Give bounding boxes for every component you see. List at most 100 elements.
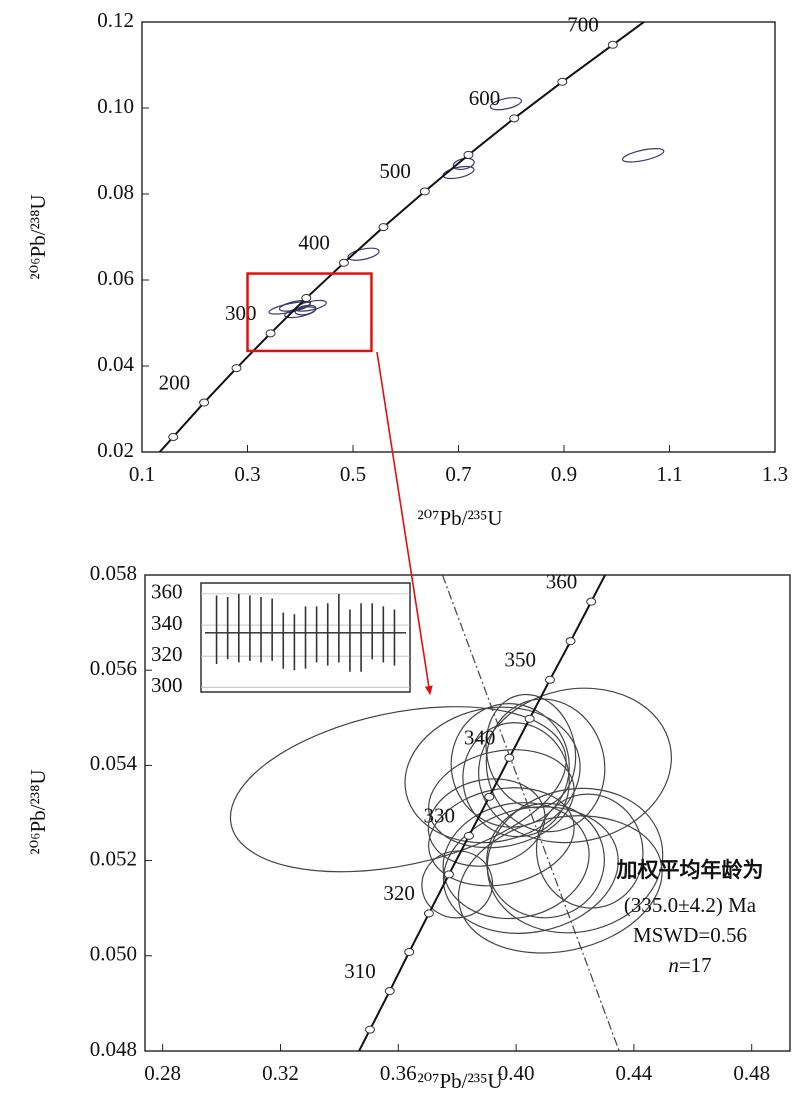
age-marker [423, 909, 434, 918]
y-tick-label: 0.02 [97, 438, 134, 462]
age-label: 330 [423, 804, 455, 828]
error-ellipse [404, 706, 581, 844]
y-tick-label: 0.058 [90, 561, 137, 585]
age-label: 200 [159, 370, 191, 394]
age-marker [509, 114, 520, 123]
age-marker [484, 792, 495, 801]
x-axis-label: ²⁰⁷Pb/²³⁵U [417, 506, 502, 530]
age-marker [231, 364, 242, 373]
error-ellipse [462, 722, 570, 838]
annotation-title: 加权平均年龄为 [616, 858, 764, 882]
n-symbol: n [668, 953, 679, 977]
age-marker [384, 987, 395, 996]
x-tick-label: 0.1 [129, 462, 155, 486]
x-tick-label: 0.9 [551, 462, 577, 486]
n-value: =17 [679, 953, 712, 977]
age-marker [524, 714, 535, 723]
error-ellipse [478, 687, 672, 844]
age-label: 350 [504, 648, 536, 672]
annotation-age: (335.0±4.2) Ma [624, 893, 757, 917]
error-ellipse [457, 815, 663, 954]
error-ellipse [428, 749, 575, 849]
age-marker [378, 223, 389, 232]
error-ellipse [427, 778, 546, 867]
x-tick-label: 0.44 [616, 1061, 653, 1085]
age-label: 340 [464, 726, 496, 750]
error-ellipse [428, 787, 575, 887]
age-marker [301, 294, 312, 303]
inset-plot: 300 320 340 360 [151, 580, 411, 697]
y-tick-label: 320 [151, 642, 183, 666]
age-marker [419, 187, 430, 196]
age-label: 500 [379, 159, 411, 183]
plot-area [229, 575, 672, 1051]
y-tick-label: 0.050 [90, 942, 137, 966]
age-label: 320 [383, 881, 415, 905]
age-marker [443, 870, 454, 879]
x-tick-label: 0.40 [498, 1061, 535, 1085]
age-marker [265, 329, 276, 338]
x-tick-label: 0.48 [733, 1061, 770, 1085]
age-label: 360 [546, 569, 578, 593]
plot-frame [141, 21, 776, 453]
age-marker [607, 40, 618, 49]
error-ellipse [486, 787, 664, 934]
y-tick-label: 0.06 [97, 266, 134, 290]
error-ellipse [421, 850, 494, 919]
y-tick-label: 0.08 [97, 180, 134, 204]
error-ellipse [621, 148, 665, 163]
x-tick-label: 0.32 [262, 1061, 299, 1085]
y-tick-label: 300 [151, 673, 183, 697]
age-label: 700 [567, 13, 599, 37]
age-marker [168, 432, 179, 441]
x-tick-label: 0.36 [380, 1061, 417, 1085]
age-marker [557, 77, 568, 86]
x-tick-label: 1.3 [762, 462, 788, 486]
y-tick-label: 0.10 [97, 94, 134, 118]
error-ellipse [489, 97, 523, 111]
x-tick-label: 0.5 [340, 462, 366, 486]
y-tick-label: 0.12 [97, 8, 134, 32]
concordia-curve [357, 575, 607, 1051]
age-marker [463, 831, 474, 840]
age-marker [565, 637, 576, 646]
annotation-n: n=17 [668, 953, 711, 977]
x-axis-label: ²⁰⁷Pb/²³⁵U [417, 1069, 502, 1093]
age-label: 300 [225, 301, 257, 325]
zoom-arrow [376, 351, 433, 695]
overview-plot: 0.1 0.3 0.5 0.7 0.9 1.1 1.3 0.02 0.04 0.06 0.08 0.1… [26, 8, 788, 530]
age-marker [504, 753, 515, 762]
reference-line [441, 575, 620, 1051]
y-tick-label: 0.048 [90, 1037, 137, 1061]
age-marker [338, 258, 349, 267]
x-tick-label: 0.7 [445, 462, 471, 486]
error-ellipse [229, 706, 567, 873]
age-label: 600 [469, 86, 501, 110]
annotation-mswd: MSWD=0.56 [633, 923, 747, 947]
age-marker [404, 947, 415, 956]
x-tick-label: 0.28 [144, 1061, 181, 1085]
age-label: 400 [298, 231, 330, 255]
y-tick-label: 340 [151, 611, 183, 635]
zoom-box [246, 272, 373, 353]
y-axis-label: ²⁰⁶Pb/²³⁸U [26, 769, 50, 854]
y-tick-label: 360 [151, 580, 183, 604]
y-tick-label: 0.052 [90, 846, 137, 870]
x-tick-label: 1.1 [656, 462, 682, 486]
error-ellipse [347, 247, 380, 261]
y-tick-label: 0.056 [90, 656, 137, 680]
zoom-plot: 0.28 0.32 0.36 0.40 0.44 0.48 0.048 0.050 0.052 0… [26, 561, 791, 1093]
age-marker [365, 1025, 376, 1034]
age-marker [544, 675, 555, 684]
age-label: 310 [344, 959, 376, 983]
plot-frame [144, 574, 791, 1052]
age-marker [199, 398, 210, 407]
y-axis-label: ²⁰⁶Pb/²³⁸U [26, 194, 50, 279]
x-tick-label: 0.3 [234, 462, 260, 486]
plot-area [158, 22, 665, 452]
y-tick-label: 0.054 [90, 751, 138, 775]
y-tick-label: 0.04 [97, 352, 134, 376]
concordia-curve [158, 22, 646, 452]
